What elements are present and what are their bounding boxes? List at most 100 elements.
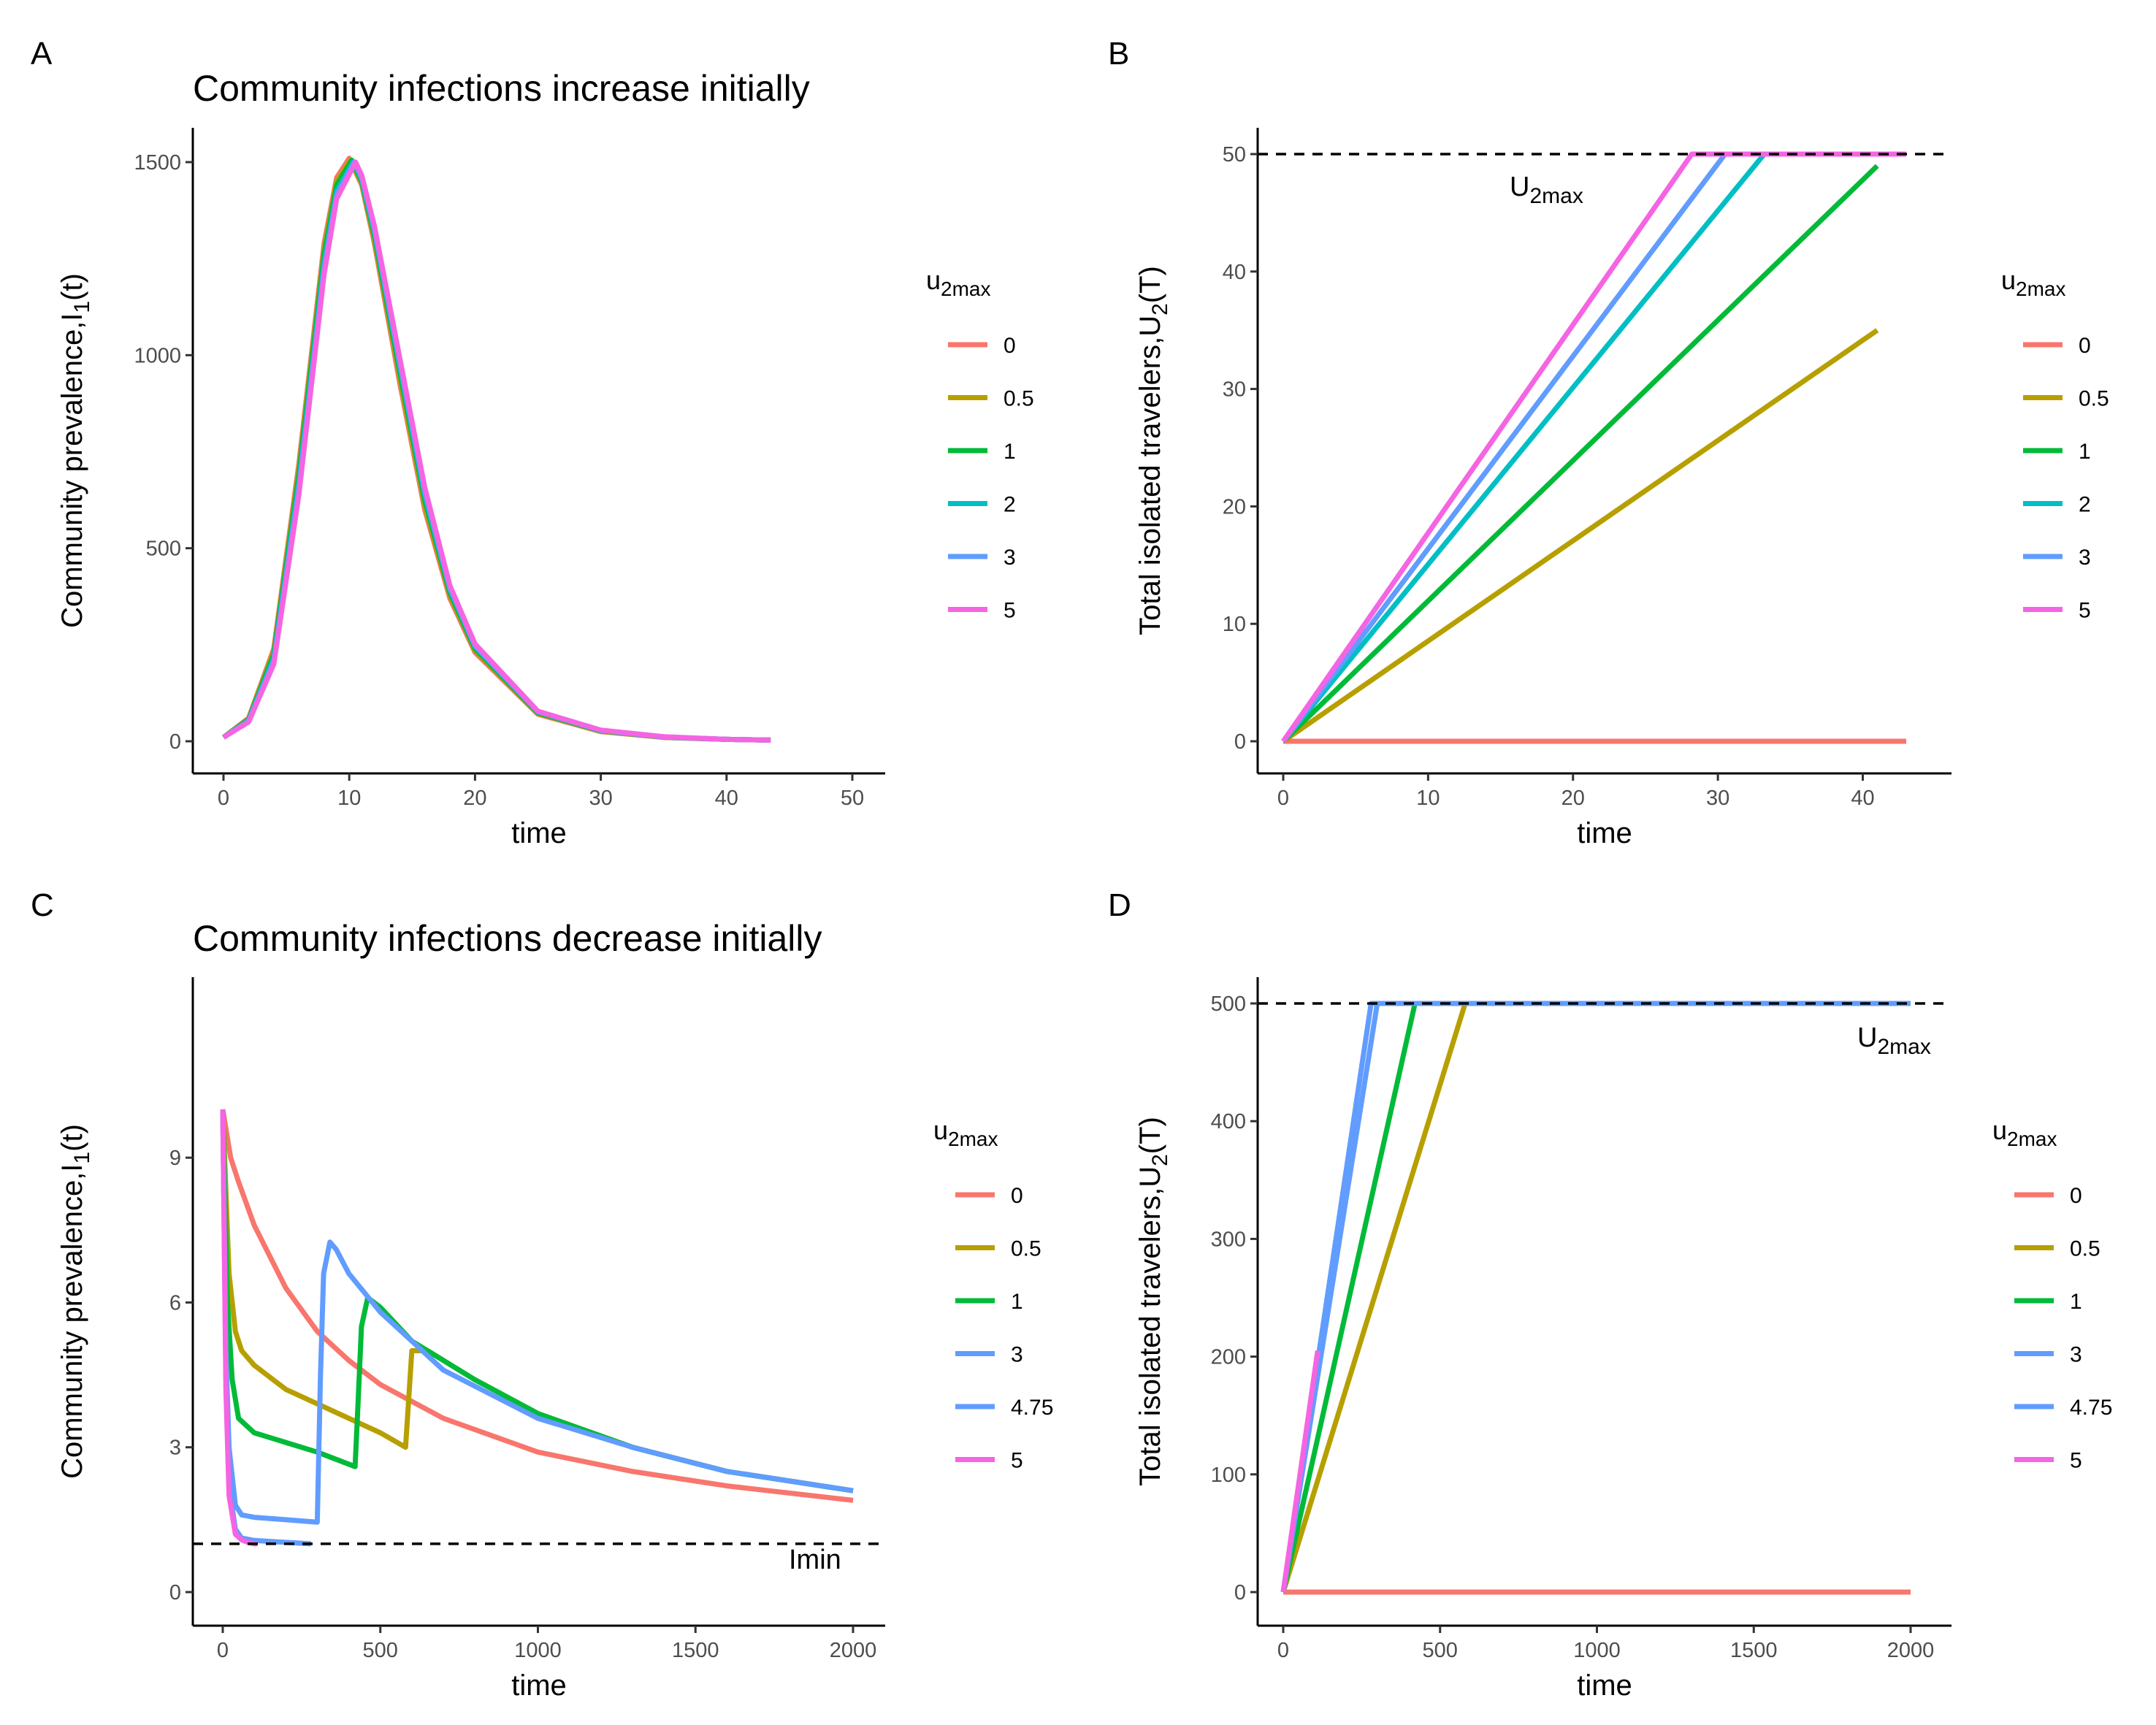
x-axis-title: time	[511, 1669, 567, 1702]
legend-title: u2max	[933, 1115, 998, 1150]
legend-title-main: u	[2001, 265, 2016, 295]
y-tick-label: 20	[1223, 495, 1246, 519]
x-tick-label: 0	[1277, 1639, 1289, 1662]
legend-label: 3	[2070, 1343, 2082, 1367]
x-tick-label: 40	[715, 787, 738, 810]
legend-title-main: u	[933, 1115, 948, 1145]
y-axis-title-tail: (T)	[1134, 1117, 1166, 1154]
threshold-annotation-main: U	[1510, 172, 1529, 202]
y-tick-label: 0	[169, 730, 181, 754]
y-tick-label: 500	[146, 538, 181, 561]
legend-label: 5	[1004, 599, 1016, 623]
legend-title-subscript: 2max	[941, 278, 990, 300]
x-tick-label: 0	[217, 1639, 229, 1662]
legend: u2max 0 0.5 1 2 3 5	[926, 265, 1034, 623]
series-line-3	[220, 1109, 854, 1525]
y-tick-label: 200	[1211, 1346, 1246, 1369]
legend-label: 1	[2070, 1290, 2082, 1314]
legend-label: 5	[1011, 1449, 1023, 1473]
threshold-annotation-main: Imin	[789, 1545, 841, 1575]
legend-label: 1	[2079, 440, 2091, 464]
legend-label: 3	[2079, 546, 2091, 570]
series-line-5	[1280, 1350, 1320, 1593]
x-tick-label: 500	[1423, 1639, 1458, 1662]
legend-title: u2max	[926, 265, 991, 300]
series-line-1	[220, 1109, 854, 1493]
legend-label: 3	[1011, 1343, 1023, 1367]
x-axis-title: time	[511, 817, 567, 849]
legend-title-main: u	[926, 265, 941, 295]
panels-group: A Community infections increase initially…	[31, 36, 2112, 1702]
y-tick-label: 500	[1211, 992, 1246, 1016]
legend-label: 0	[2079, 334, 2091, 358]
series-line-0	[220, 1109, 854, 1503]
legend-label: 0	[1011, 1184, 1023, 1208]
y-tick-label: 3	[169, 1437, 181, 1460]
legend-label: 1	[1011, 1290, 1023, 1314]
x-tick-label: 1500	[1730, 1639, 1778, 1662]
y-axis-title-subscript: 1	[70, 301, 94, 313]
y-axis-title: Community prevalence,I1(t)	[56, 273, 94, 628]
legend-label: 0.5	[1004, 387, 1034, 411]
legend-label: 5	[2070, 1449, 2082, 1473]
threshold-annotation-main: U	[1857, 1022, 1877, 1053]
legend-label: 2	[2079, 493, 2091, 517]
plot-title: Community infections decrease initially	[193, 918, 822, 959]
x-tick-label: 10	[1416, 787, 1440, 810]
x-tick-label: 50	[841, 787, 864, 810]
panel-c: C Community infections decrease initially…	[31, 887, 1053, 1702]
x-tick-label: 30	[1706, 787, 1729, 810]
legend-title-subscript: 2max	[948, 1128, 998, 1150]
threshold-annotation: U2max	[1510, 172, 1583, 208]
y-axis-title: Total isolated travelers,U2(T)	[1134, 266, 1172, 635]
legend-label: 2	[1004, 493, 1016, 517]
plot-title: Community infections increase initially	[193, 68, 810, 109]
x-tick-label: 500	[363, 1639, 398, 1662]
x-tick-label: 2000	[830, 1639, 877, 1662]
x-tick-label: 2000	[1887, 1639, 1935, 1662]
threshold-annotation: U2max	[1857, 1022, 1931, 1059]
legend-label: 0	[2070, 1184, 2082, 1208]
legend-label: 0.5	[2079, 387, 2109, 411]
x-tick-label: 20	[463, 787, 486, 810]
threshold-annotation: Imin	[789, 1545, 841, 1575]
x-axis-title: time	[1577, 1669, 1632, 1702]
legend: u2max 0 0.5 1 3 4.75 5	[933, 1115, 1053, 1473]
y-axis-title-main: Total isolated travelers,U	[1134, 315, 1166, 635]
y-axis-title-main: Community prevalence,I	[56, 1164, 88, 1479]
panel-d: D 0 500 1000 1500 2000 0 100 200 300 400 500 time Tot…	[1108, 887, 2112, 1702]
y-axis-title-tail: (T)	[1134, 266, 1166, 303]
panel-tag: D	[1108, 887, 1131, 923]
y-tick-label: 40	[1223, 261, 1246, 284]
x-tick-label: 10	[337, 787, 361, 810]
panel-tag: A	[31, 36, 53, 72]
y-tick-label: 0	[1234, 730, 1246, 754]
legend-title-main: u	[1992, 1115, 2007, 1145]
legend-label: 0.5	[1011, 1237, 1041, 1261]
legend-label: 1	[1004, 440, 1016, 464]
y-axis-title-subscript: 2	[1148, 1154, 1172, 1166]
legend-title: u2max	[2001, 265, 2066, 300]
y-tick-label: 10	[1223, 613, 1246, 636]
y-axis-title-subscript: 2	[1148, 303, 1172, 315]
y-tick-label: 100	[1211, 1464, 1246, 1487]
legend: u2max 0 0.5 1 3 4.75 5	[1992, 1115, 2112, 1473]
legend-label: 0.5	[2070, 1237, 2100, 1261]
y-axis-title-main: Total isolated travelers,U	[1134, 1166, 1166, 1486]
x-axis-title: time	[1577, 817, 1632, 849]
y-tick-label: 0	[169, 1581, 181, 1604]
y-axis-title-subscript: 1	[70, 1152, 94, 1164]
y-tick-label: 30	[1223, 378, 1246, 402]
y-tick-label: 9	[169, 1147, 181, 1170]
y-tick-label: 400	[1211, 1110, 1246, 1133]
x-tick-label: 40	[1851, 787, 1874, 810]
panel-a: A Community infections increase initially…	[31, 36, 1034, 849]
y-axis-title: Total isolated travelers,U2(T)	[1134, 1117, 1172, 1486]
y-axis-title-tail: (t)	[56, 1124, 88, 1152]
y-axis-title-tail: (t)	[56, 273, 88, 301]
y-tick-label: 6	[169, 1291, 181, 1315]
y-tick-label: 0	[1234, 1581, 1246, 1604]
